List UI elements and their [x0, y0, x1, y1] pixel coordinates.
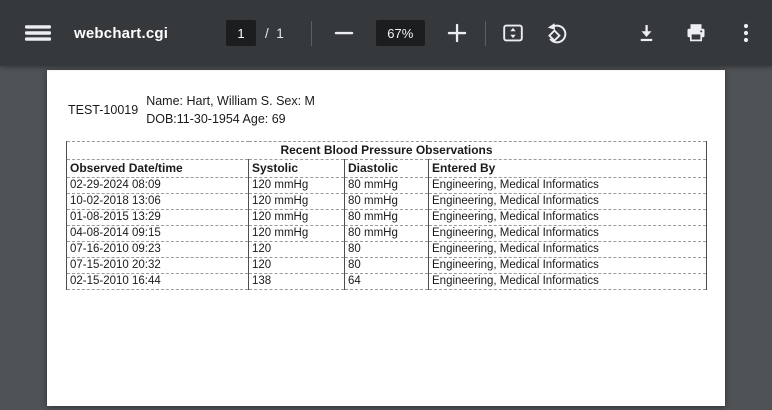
col-header-observed: Observed Date/time — [66, 159, 249, 178]
patient-header: TEST-10019 Name: Hart, William S. Sex: M… — [68, 92, 725, 128]
pdf-viewer-area[interactable]: TEST-10019 Name: Hart, William S. Sex: M… — [0, 66, 772, 410]
bp-cell-diastolic: 80 — [344, 241, 429, 258]
bp-cell-entered-by: Engineering, Medical Informatics — [428, 209, 707, 226]
table-header-row: Observed Date/time Systolic Diastolic En… — [66, 159, 707, 178]
bp-cell-date: 04-08-2014 09:15 — [66, 225, 249, 242]
bp-cell-date: 02-15-2010 16:44 — [66, 273, 249, 290]
patient-name-line: Name: Hart, William S. Sex: M — [146, 94, 315, 108]
bp-row: 02-15-2010 16:44 138 64 Engineering, Med… — [66, 273, 707, 290]
bp-cell-systolic: 120 mmHg — [248, 177, 345, 194]
rotate-icon — [544, 21, 569, 46]
pdf-page: TEST-10019 Name: Hart, William S. Sex: M… — [47, 70, 725, 406]
bp-cell-systolic: 120 — [248, 241, 345, 258]
rotate-button[interactable] — [543, 19, 571, 47]
patient-dob-line: DOB:11-30-1954 Age: 69 — [146, 112, 286, 126]
bp-cell-diastolic: 80 mmHg — [344, 177, 429, 194]
pdf-viewer-toolbar: webchart.cgi / 1 67% — [0, 0, 772, 66]
page-count-label: / 1 — [265, 25, 284, 41]
bp-cell-date: 07-15-2010 20:32 — [66, 257, 249, 274]
download-button[interactable] — [632, 19, 660, 47]
fit-page-icon — [501, 21, 525, 45]
bp-row: 10-02-2018 13:06 120 mmHg 80 mmHg Engine… — [66, 193, 707, 210]
bp-row: 07-16-2010 09:23 120 80 Engineering, Med… — [66, 241, 707, 258]
bp-cell-diastolic: 80 mmHg — [344, 225, 429, 242]
bp-cell-systolic: 120 mmHg — [248, 209, 345, 226]
col-header-diastolic: Diastolic — [344, 159, 429, 178]
table-title-row: Recent Blood Pressure Observations — [66, 141, 707, 160]
bp-cell-diastolic: 80 mmHg — [344, 193, 429, 210]
bp-cell-date: 10-02-2018 13:06 — [66, 193, 249, 210]
patient-demographics: Name: Hart, William S. Sex: M DOB:11-30-… — [146, 92, 315, 128]
bp-cell-date: 01-08-2015 13:29 — [66, 209, 249, 226]
toolbar-divider — [310, 20, 312, 46]
download-icon — [635, 22, 658, 45]
bp-row: 07-15-2010 20:32 120 80 Engineering, Med… — [66, 257, 707, 274]
bp-cell-entered-by: Engineering, Medical Informatics — [428, 241, 707, 258]
bp-cell-systolic: 120 mmHg — [248, 225, 345, 242]
bp-cell-diastolic: 80 mmHg — [344, 209, 429, 226]
bp-cell-entered-by: Engineering, Medical Informatics — [428, 177, 707, 194]
more-options-button[interactable] — [732, 19, 760, 47]
toolbar-divider — [484, 20, 486, 46]
bp-cell-diastolic: 64 — [344, 273, 429, 290]
bp-cell-entered-by: Engineering, Medical Informatics — [428, 193, 707, 210]
bp-cell-entered-by: Engineering, Medical Informatics — [428, 257, 707, 274]
bp-cell-date: 07-16-2010 09:23 — [66, 241, 249, 258]
minus-icon — [333, 22, 355, 44]
plus-icon — [446, 22, 468, 44]
menu-button[interactable] — [24, 19, 52, 47]
bp-cell-date: 02-29-2024 08:09 — [66, 177, 249, 194]
blood-pressure-table: Recent Blood Pressure Observations Obser… — [66, 141, 708, 290]
bp-cell-systolic: 138 — [248, 273, 345, 290]
zoom-out-button[interactable] — [330, 19, 358, 47]
bp-cell-diastolic: 80 — [344, 257, 429, 274]
fit-to-page-button[interactable] — [499, 19, 527, 47]
bp-row: 02-29-2024 08:09 120 mmHg 80 mmHg Engine… — [66, 177, 707, 194]
zoom-level-display: 67% — [375, 20, 425, 46]
bp-cell-systolic: 120 mmHg — [248, 193, 345, 210]
bp-row: 04-08-2014 09:15 120 mmHg 80 mmHg Engine… — [66, 225, 707, 242]
bp-cell-entered-by: Engineering, Medical Informatics — [428, 225, 707, 242]
kebab-menu-icon — [736, 22, 756, 44]
page-number-input[interactable] — [226, 20, 256, 46]
print-icon — [684, 21, 708, 45]
bp-cell-entered-by: Engineering, Medical Informatics — [428, 273, 707, 290]
zoom-in-button[interactable] — [443, 19, 471, 47]
col-header-entered-by: Entered By — [428, 159, 707, 178]
patient-id: TEST-10019 — [68, 103, 139, 117]
table-title: Recent Blood Pressure Observations — [66, 141, 707, 160]
bp-row: 01-08-2015 13:29 120 mmHg 80 mmHg Engine… — [66, 209, 707, 226]
document-title: webchart.cgi — [74, 24, 169, 42]
print-button[interactable] — [682, 19, 710, 47]
col-header-systolic: Systolic — [248, 159, 345, 178]
bp-cell-systolic: 120 — [248, 257, 345, 274]
hamburger-icon — [24, 21, 52, 45]
